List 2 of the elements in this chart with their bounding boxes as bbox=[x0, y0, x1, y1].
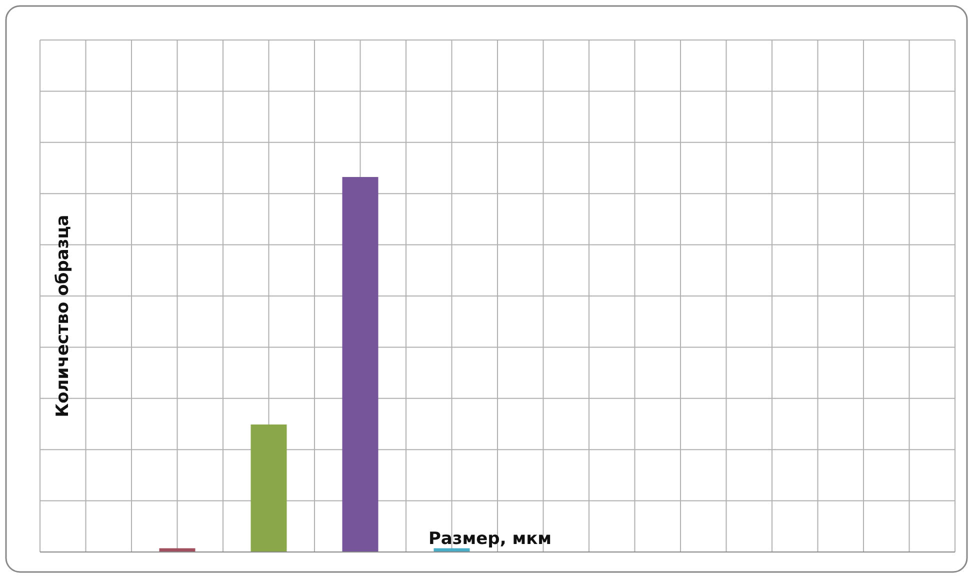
x-axis-title: Размер, мкм bbox=[428, 529, 552, 549]
y-axis-title: Количество образца bbox=[53, 214, 73, 418]
